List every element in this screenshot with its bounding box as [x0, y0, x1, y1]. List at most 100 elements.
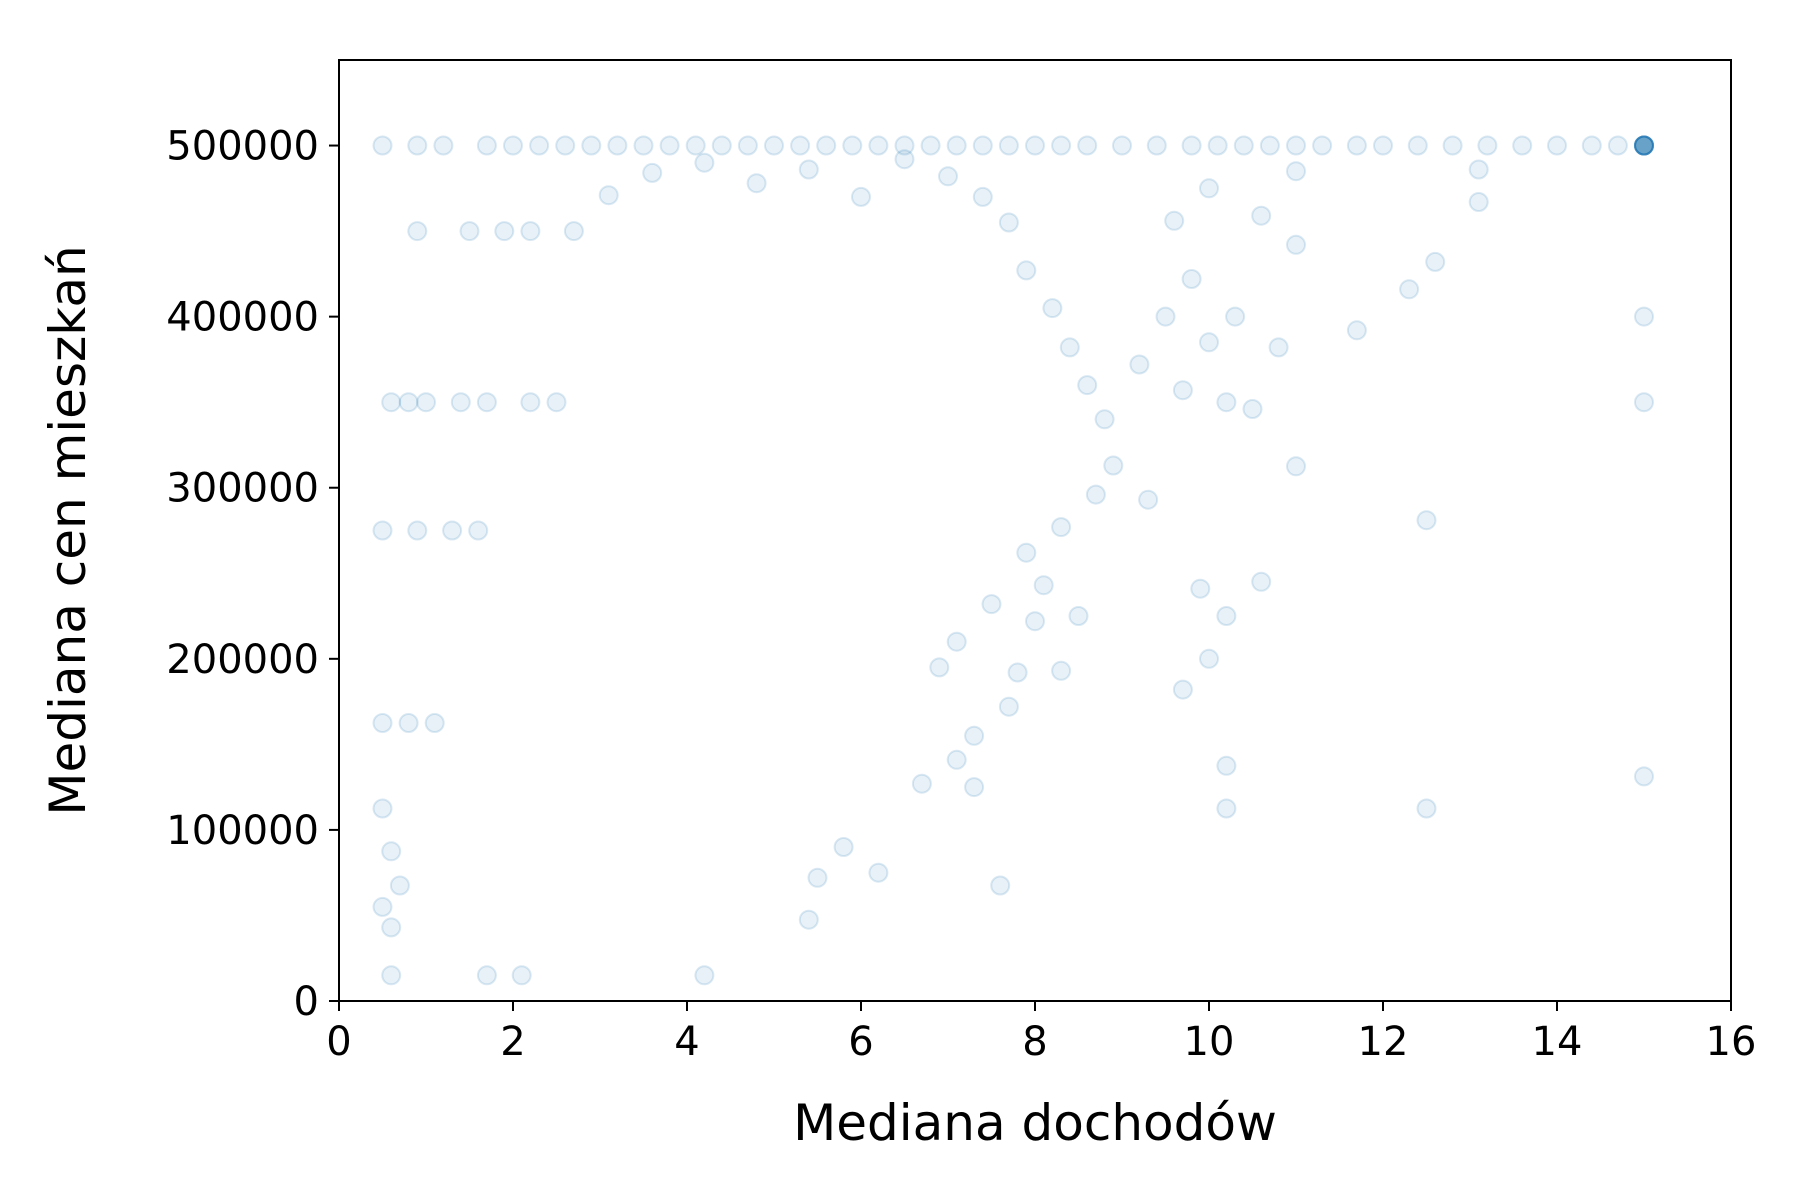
scatter-point [529, 135, 550, 156]
scatter-point [946, 631, 967, 652]
scatter-point [1268, 337, 1289, 358]
scatter-point [764, 135, 784, 156]
scatter-point [1051, 517, 1072, 538]
scatter-point [1233, 135, 1254, 156]
y-axis: 0 100000 200000 300000 400000 500000 [166, 124, 339, 1025]
scatter-point [468, 520, 489, 541]
scatter-point [807, 867, 828, 888]
scatter-point [372, 896, 393, 917]
scatter-point [1346, 135, 1367, 156]
scatter-point [1199, 332, 1219, 353]
x-tick-label: 6 [848, 1019, 873, 1065]
scatter-point [1634, 135, 1654, 156]
scatter-point [433, 135, 454, 156]
scatter-point [1103, 455, 1124, 476]
scatter-point [964, 777, 985, 798]
scatter-point [1416, 510, 1437, 531]
scatter-point [746, 173, 767, 194]
scatter-point [372, 520, 393, 541]
scatter-point [1077, 375, 1098, 396]
scatter-point [1207, 135, 1228, 156]
scatter-point [842, 135, 863, 156]
scatter-point [1112, 135, 1132, 156]
scatter-point [1007, 662, 1028, 683]
scatter-point [1025, 611, 1045, 632]
scatter-point [868, 135, 889, 156]
scatter-point [1286, 135, 1306, 156]
y-tick-label: 200000 [166, 637, 319, 683]
scatter-point [1346, 320, 1367, 341]
x-tick-label: 16 [1706, 1019, 1757, 1065]
scatter-point [1312, 135, 1333, 156]
scatter-point [1607, 135, 1628, 156]
scatter-point [1634, 135, 1654, 156]
scatter-point [946, 749, 967, 770]
scatter-point [685, 135, 706, 156]
scatter-point [1068, 606, 1089, 626]
scatter-point [1581, 135, 1602, 156]
scatter-point [972, 135, 993, 156]
scatter-point [1634, 392, 1654, 413]
x-tick-label: 0 [326, 1019, 351, 1065]
scatter-point [633, 135, 654, 156]
y-tick-label: 300000 [166, 466, 319, 512]
x-tick-label: 4 [674, 1019, 699, 1065]
scatter-point [1225, 306, 1246, 327]
points-layer [372, 135, 1654, 986]
scatter-point [1051, 660, 1072, 681]
scatter-point [1634, 306, 1654, 327]
x-tick-label: 12 [1358, 1019, 1409, 1065]
scatter-point [1199, 178, 1219, 199]
scatter-point [598, 185, 619, 206]
scatter-point [424, 713, 445, 733]
scatter-point [372, 135, 393, 156]
scatter-point [1051, 135, 1072, 156]
scatter-point [1399, 279, 1420, 300]
scatter-point [1216, 606, 1237, 626]
scatter-point [659, 135, 680, 156]
scatter-point [694, 152, 715, 173]
scatter-point [1634, 135, 1654, 156]
scatter-point [581, 135, 602, 156]
scatter-point [503, 135, 523, 156]
scatter-point [555, 135, 576, 156]
scatter-point [1512, 135, 1533, 156]
scatter-point [894, 135, 915, 156]
scatter-point [1634, 135, 1654, 156]
scatter-point [442, 520, 463, 541]
scatter-point [1442, 135, 1463, 156]
scatter-point [1077, 135, 1098, 156]
scatter-point [964, 725, 985, 746]
scatter-point [1286, 161, 1306, 182]
scatter-point [607, 135, 628, 156]
scatter-point [476, 965, 497, 986]
scatter-point [694, 965, 715, 986]
scatter-point [1016, 542, 1037, 563]
scatter-point [1634, 766, 1654, 787]
scatter-point [398, 713, 419, 733]
scatter-point [1468, 192, 1489, 212]
scatter-point [494, 221, 515, 242]
scatter-point [990, 875, 1011, 896]
scatter-point [407, 221, 428, 242]
scatter-point [1181, 269, 1202, 289]
scatter-point [798, 909, 819, 930]
scatter-point [642, 162, 663, 183]
scatter-point [459, 221, 480, 242]
scatter-point [938, 166, 958, 187]
x-axis-title: Mediana dochodów [793, 1094, 1277, 1152]
scatter-point [1634, 135, 1654, 156]
scatter-point [1373, 135, 1393, 156]
scatter-point [372, 713, 393, 733]
x-tick-label: 8 [1022, 1019, 1047, 1065]
scatter-point [798, 159, 819, 180]
scatter-point [546, 392, 567, 413]
scatter-point [946, 135, 967, 156]
x-tick-label: 14 [1532, 1019, 1583, 1065]
scatter-point [1251, 571, 1272, 592]
scatter-point [476, 135, 497, 156]
scatter-point [1164, 210, 1185, 231]
scatter-point [511, 965, 532, 986]
scatter-point [790, 135, 811, 156]
